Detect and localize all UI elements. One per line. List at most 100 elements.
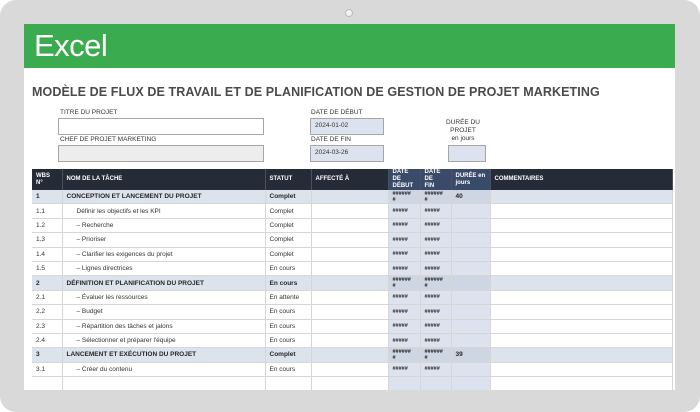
cell-start[interactable]: ##### — [388, 290, 421, 306]
project-duration-field[interactable] — [448, 145, 486, 162]
cell-comments[interactable] — [490, 232, 673, 248]
cell-wbs[interactable]: 3.1 — [32, 362, 63, 378]
end-date-field[interactable]: 2024-03-26 — [310, 145, 384, 162]
cell-status[interactable]: En cours — [265, 304, 312, 320]
cell-assigned[interactable] — [311, 362, 389, 378]
cell-end[interactable]: ###### # — [420, 190, 452, 205]
cell-start[interactable]: ##### — [388, 232, 421, 248]
cell-status[interactable]: Complet — [265, 347, 312, 363]
cell-task[interactable]: Définir les objectifs et les KPI — [62, 203, 266, 219]
cell-end[interactable]: ###### # — [420, 275, 452, 291]
cell-end[interactable]: ###### # — [420, 347, 452, 363]
cell-comments[interactable] — [490, 190, 673, 205]
cell-start[interactable] — [388, 376, 421, 390]
cell-end[interactable]: ##### — [420, 261, 452, 277]
cell-status[interactable]: En cours — [265, 275, 312, 291]
header-wbs[interactable]: WBS N° — [32, 169, 63, 190]
cell-duration[interactable] — [451, 275, 491, 291]
cell-status[interactable] — [265, 376, 312, 390]
cell-duration[interactable]: 40 — [451, 190, 491, 205]
cell-wbs[interactable]: 2.4 — [32, 333, 63, 349]
cell-status[interactable]: Complet — [265, 218, 312, 234]
cell-status[interactable]: En attente — [265, 290, 312, 306]
cell-start[interactable]: ##### — [388, 333, 421, 349]
cell-assigned[interactable] — [311, 290, 389, 306]
cell-duration[interactable] — [451, 247, 491, 262]
cell-wbs[interactable]: 2.3 — [32, 319, 63, 334]
cell-start[interactable]: ##### — [388, 261, 421, 277]
cell-end[interactable]: ##### — [420, 319, 452, 334]
cell-comments[interactable] — [490, 376, 673, 390]
start-date-field[interactable]: 2024-01-02 — [310, 118, 384, 135]
cell-end[interactable]: ##### — [420, 218, 452, 234]
cell-duration[interactable] — [451, 362, 491, 378]
cell-end[interactable]: ##### — [420, 247, 452, 262]
cell-assigned[interactable] — [311, 319, 389, 334]
project-title-field[interactable] — [58, 118, 264, 135]
cell-start[interactable]: ##### — [388, 218, 421, 234]
cell-assigned[interactable] — [311, 218, 389, 234]
cell-status[interactable]: En cours — [265, 333, 312, 349]
cell-assigned[interactable] — [311, 190, 389, 205]
cell-start[interactable]: ##### — [388, 247, 421, 262]
cell-start[interactable]: ##### — [388, 304, 421, 320]
cell-status[interactable]: En cours — [265, 362, 312, 378]
cell-end[interactable]: ##### — [420, 362, 452, 378]
cell-end[interactable] — [420, 376, 452, 390]
cell-assigned[interactable] — [311, 232, 389, 248]
cell-start[interactable]: ##### — [388, 319, 421, 334]
cell-task[interactable]: – Sélectionner et préparer l'équipe — [62, 333, 266, 349]
cell-duration[interactable] — [451, 319, 491, 334]
cell-status[interactable]: En cours — [265, 319, 312, 334]
cell-wbs[interactable]: 2 — [32, 275, 63, 291]
cell-task[interactable]: LANCEMENT ET EXÉCUTION DU PROJET — [62, 347, 266, 363]
cell-comments[interactable] — [490, 290, 673, 306]
header-status[interactable]: STATUT — [265, 169, 312, 190]
cell-comments[interactable] — [490, 275, 673, 291]
cell-assigned[interactable] — [311, 304, 389, 320]
cell-wbs[interactable]: 1.3 — [32, 232, 63, 248]
cell-task[interactable]: – Créer du contenu — [62, 362, 266, 378]
header-start[interactable]: DATE DE DÉBUT — [388, 169, 421, 190]
cell-wbs[interactable]: 2.2 — [32, 304, 63, 320]
cell-status[interactable]: Complet — [265, 232, 312, 248]
cell-assigned[interactable] — [311, 261, 389, 277]
cell-task[interactable]: – Budget — [62, 304, 266, 320]
cell-wbs[interactable]: 3 — [32, 347, 63, 363]
cell-wbs[interactable]: 2.1 — [32, 290, 63, 306]
cell-task[interactable]: – Répartition des tâches et jalons — [62, 319, 266, 334]
cell-task[interactable]: – Lignes directrices — [62, 261, 266, 277]
cell-duration[interactable]: 39 — [451, 347, 491, 363]
cell-status[interactable]: En cours — [265, 261, 312, 277]
cell-end[interactable]: ##### — [420, 290, 452, 306]
cell-comments[interactable] — [490, 247, 673, 262]
cell-wbs[interactable]: 1.1 — [32, 203, 63, 219]
cell-assigned[interactable] — [311, 275, 389, 291]
cell-task[interactable]: – Recherche — [62, 218, 266, 234]
cell-task[interactable]: – Clarifier les exigences du projet — [62, 247, 266, 262]
cell-start[interactable]: ###### # — [388, 347, 421, 363]
cell-comments[interactable] — [490, 347, 673, 363]
cell-wbs[interactable] — [32, 376, 63, 390]
header-comments[interactable]: COMMENTAIRES — [490, 169, 673, 190]
cell-duration[interactable] — [451, 232, 491, 248]
cell-task[interactable]: CONCEPTION ET LANCEMENT DU PROJET — [62, 190, 266, 205]
cell-duration[interactable] — [451, 333, 491, 349]
cell-comments[interactable] — [490, 304, 673, 320]
cell-assigned[interactable] — [311, 203, 389, 219]
cell-task[interactable]: DÉFINITION ET PLANIFICATION DU PROJET — [62, 275, 266, 291]
cell-duration[interactable] — [451, 203, 491, 219]
cell-assigned[interactable] — [311, 333, 389, 349]
cell-duration[interactable] — [451, 218, 491, 234]
cell-duration[interactable] — [451, 304, 491, 320]
cell-assigned[interactable] — [311, 247, 389, 262]
cell-start[interactable]: ###### # — [388, 190, 421, 205]
cell-assigned[interactable] — [311, 347, 389, 363]
cell-duration[interactable] — [451, 290, 491, 306]
cell-start[interactable]: ###### # — [388, 275, 421, 291]
cell-comments[interactable] — [490, 218, 673, 234]
header-assigned[interactable]: AFFECTÉ À — [311, 169, 389, 190]
cell-wbs[interactable]: 1.5 — [32, 261, 63, 277]
cell-wbs[interactable]: 1.2 — [32, 218, 63, 234]
cell-end[interactable]: ##### — [420, 304, 452, 320]
